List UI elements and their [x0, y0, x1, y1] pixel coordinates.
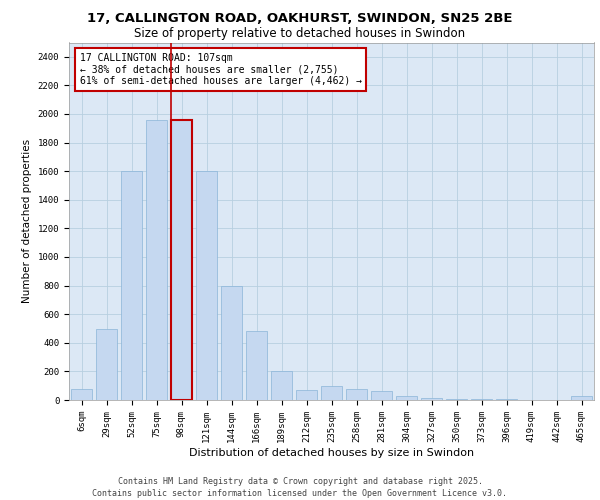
Text: 17, CALLINGTON ROAD, OAKHURST, SWINDON, SN25 2BE: 17, CALLINGTON ROAD, OAKHURST, SWINDON, …	[87, 12, 513, 26]
Text: Size of property relative to detached houses in Swindon: Size of property relative to detached ho…	[134, 28, 466, 40]
Bar	[121, 171, 142, 400]
Bar	[196, 171, 217, 400]
Bar	[396, 396, 417, 400]
Bar	[296, 390, 317, 400]
Bar	[421, 398, 442, 400]
Bar	[146, 120, 167, 400]
Bar	[446, 398, 467, 400]
X-axis label: Distribution of detached houses by size in Swindon: Distribution of detached houses by size …	[189, 448, 474, 458]
Text: 17 CALLINGTON ROAD: 107sqm
← 38% of detached houses are smaller (2,755)
61% of s: 17 CALLINGTON ROAD: 107sqm ← 38% of deta…	[79, 53, 361, 86]
Bar	[346, 388, 367, 400]
Bar	[71, 388, 92, 400]
Bar	[271, 372, 292, 400]
Y-axis label: Number of detached properties: Number of detached properties	[22, 139, 32, 304]
Bar	[571, 396, 592, 400]
Text: Contains HM Land Registry data © Crown copyright and database right 2025.
Contai: Contains HM Land Registry data © Crown c…	[92, 476, 508, 498]
Bar	[246, 332, 267, 400]
Bar	[221, 286, 242, 400]
Bar	[321, 386, 342, 400]
Bar	[96, 328, 117, 400]
Bar	[471, 399, 492, 400]
Bar	[371, 392, 392, 400]
Bar	[171, 120, 192, 400]
